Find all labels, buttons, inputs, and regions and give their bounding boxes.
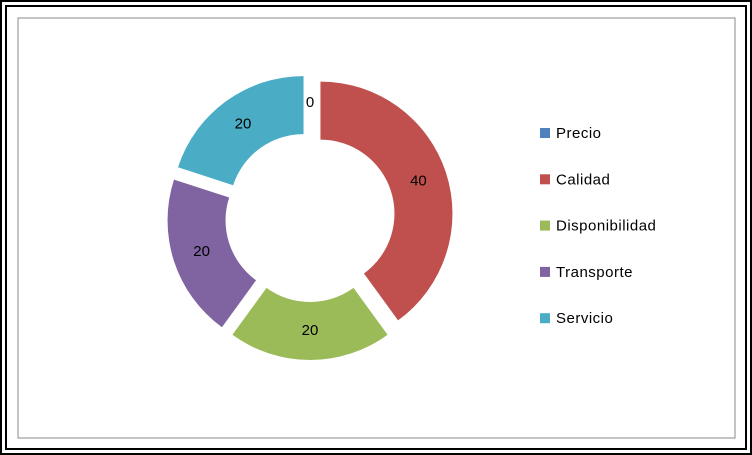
data-label: 20: [235, 116, 252, 133]
legend-swatch: [540, 220, 550, 231]
data-label: 20: [193, 243, 210, 260]
legend-swatch: [540, 128, 550, 138]
inner-frame: [5, 5, 747, 450]
doughnut-segment: [177, 76, 304, 186]
data-label: 0: [306, 94, 314, 111]
data-label: 40: [410, 173, 427, 190]
legend-swatch: [540, 174, 550, 185]
legend-label: Servicio: [556, 310, 613, 327]
doughnut-segment: [167, 179, 257, 328]
plot-border: [17, 17, 736, 439]
data-label: 20: [302, 322, 319, 339]
legend-label: Precio: [556, 125, 602, 142]
legend-swatch: [540, 266, 550, 277]
doughnut-segment: [232, 287, 388, 361]
legend-label: Calidad: [556, 171, 610, 188]
legend-label: Disponibilidad: [556, 218, 656, 235]
legend-label: Transporte: [556, 264, 633, 281]
doughnut-segment: [320, 81, 453, 321]
legend-swatch: [540, 313, 550, 324]
